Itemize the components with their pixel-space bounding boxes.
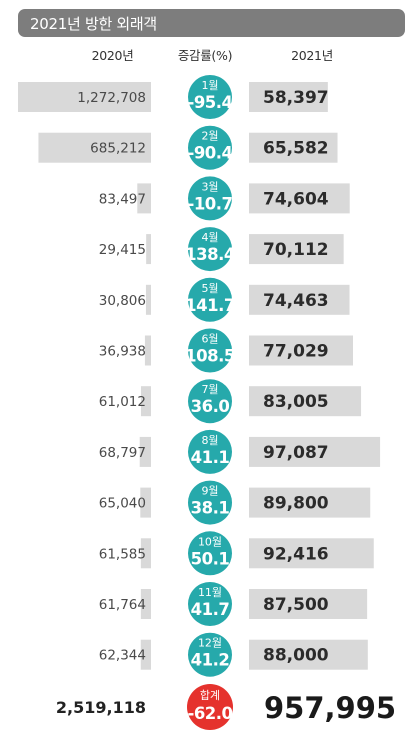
rate-bubble: [188, 75, 232, 119]
value-2020-label: 61,764: [99, 597, 146, 613]
rate-label: 141.7: [185, 296, 235, 315]
value-2021-label: 65,582: [263, 139, 329, 159]
month-label: 3월: [201, 180, 218, 193]
value-2021-label: 70,112: [263, 240, 329, 260]
rate-label: 41.7: [191, 600, 230, 619]
month-label: 4월: [201, 231, 218, 244]
rate-bubble: [188, 176, 232, 221]
value-2021-label: 87,500: [263, 595, 329, 615]
month-label: 12월: [198, 637, 222, 650]
value-2020-label: 36,938: [99, 344, 146, 360]
rate-bubble: [188, 227, 232, 272]
rate-label: 138.4: [185, 245, 235, 264]
total-rate-label: -62.0: [187, 704, 232, 723]
rate-label: -95.4: [187, 93, 232, 112]
value-2021-label: 77,029: [263, 342, 329, 362]
rate-bubble: [188, 328, 232, 373]
column-header-2021: 2021년: [291, 48, 333, 63]
month-label: 1월: [201, 79, 218, 92]
value-2021-label: 83,005: [263, 392, 329, 412]
value-2021-label: 97,087: [263, 443, 329, 463]
rate-bubble: [188, 582, 232, 626]
bar-2021: [249, 132, 338, 163]
bar-2021: [249, 386, 362, 417]
bar-2021: [249, 234, 344, 265]
value-2020-label: 30,806: [99, 293, 146, 309]
value-2021-label: 89,800: [263, 494, 329, 514]
bar-2020: [140, 386, 151, 417]
bar-2020: [140, 487, 151, 518]
bar-2021: [249, 487, 371, 518]
bar-2020: [140, 589, 151, 619]
month-label: 7월: [201, 383, 218, 396]
rate-label: -10.7: [187, 194, 232, 213]
total-2021-label: 957,995: [264, 691, 396, 725]
value-2021-label: 58,397: [263, 88, 329, 108]
value-2020-label: 685,212: [90, 141, 146, 157]
value-2021-label: 88,000: [263, 646, 329, 666]
bar-2021: [249, 284, 350, 315]
bar-2021: [249, 335, 353, 366]
bar-2020: [139, 436, 151, 467]
rate-label: 41.1: [191, 448, 230, 467]
month-label: 10월: [198, 535, 222, 548]
total-label: 합계: [200, 689, 220, 702]
month-label: 5월: [201, 282, 218, 295]
rate-bubble: [188, 277, 232, 322]
bar-2020: [140, 538, 151, 569]
bar-2020: [18, 82, 151, 112]
value-2020-label: 1,272,708: [77, 90, 146, 106]
rate-bubble: [188, 480, 232, 525]
rate-label: 36.0: [191, 397, 230, 416]
rate-label: 108.5: [185, 347, 235, 366]
rate-label: -90.4: [187, 144, 232, 163]
month-label: 2월: [201, 130, 218, 143]
month-label: 11월: [198, 586, 222, 599]
rate-bubble: [188, 379, 232, 424]
total-2020-label: 2,519,118: [56, 698, 146, 717]
value-2020-label: 65,040: [99, 496, 146, 512]
bar-2020: [144, 335, 151, 366]
bar-2021: [249, 436, 381, 467]
value-2020-label: 61,585: [99, 546, 146, 562]
bar-2021: [249, 589, 368, 619]
value-2020-label: 83,497: [99, 191, 146, 207]
column-header-rate: 증감률(%): [177, 48, 233, 63]
rate-bubble: [188, 429, 232, 474]
value-2020-label: 62,344: [99, 648, 146, 664]
bar-2021: [249, 82, 328, 112]
value-2021-label: 92,416: [263, 544, 329, 564]
total-rate-bubble: [187, 684, 233, 730]
rate-label: 38.1: [191, 499, 230, 518]
rate-bubble: [188, 531, 232, 576]
rate-bubble: [188, 632, 232, 677]
column-header-2020: 2020년: [91, 48, 134, 63]
value-2021-label: 74,463: [263, 291, 329, 311]
chart-title: 2021년 방한 외래객: [30, 15, 157, 33]
bar-2020: [38, 132, 151, 163]
bar-2021: [249, 639, 368, 670]
rate-bubble: [188, 125, 232, 170]
value-2020-label: 68,797: [99, 445, 146, 461]
bar-2020: [145, 284, 151, 315]
value-2021-label: 74,604: [263, 189, 329, 209]
title-bar: 2021년 방한 외래객: [18, 9, 405, 37]
bar-2020: [140, 639, 151, 670]
month-label: 8월: [201, 434, 218, 447]
month-label: 6월: [201, 333, 218, 346]
bar-2021: [249, 183, 350, 214]
rate-label: 50.1: [191, 549, 230, 568]
bar-2020: [137, 183, 151, 214]
month-label: 9월: [201, 485, 218, 498]
value-2020-label: 61,012: [99, 394, 146, 410]
bar-2020: [146, 234, 151, 265]
bar-2021: [249, 538, 374, 569]
value-2020-label: 29,415: [99, 242, 146, 258]
rate-label: 41.2: [191, 651, 230, 670]
